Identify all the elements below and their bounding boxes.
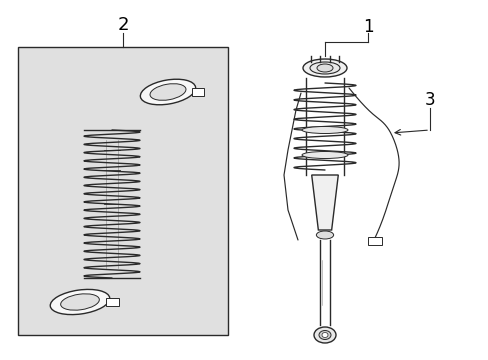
Bar [105,298,119,306]
Ellipse shape [50,289,109,315]
Ellipse shape [318,330,330,339]
Ellipse shape [302,126,347,134]
Bar [18,47,227,335]
Ellipse shape [316,64,332,72]
Ellipse shape [303,59,346,77]
Text: 3: 3 [424,91,434,109]
Ellipse shape [321,333,327,338]
Ellipse shape [150,84,185,100]
Ellipse shape [302,152,347,158]
Ellipse shape [309,62,339,74]
Ellipse shape [316,231,333,239]
Polygon shape [311,175,338,230]
Ellipse shape [140,79,195,105]
Ellipse shape [61,294,99,310]
Ellipse shape [313,327,335,343]
Bar [367,237,381,245]
Bar [191,88,204,96]
Text: 1: 1 [362,18,372,36]
Text: 2: 2 [117,16,128,34]
